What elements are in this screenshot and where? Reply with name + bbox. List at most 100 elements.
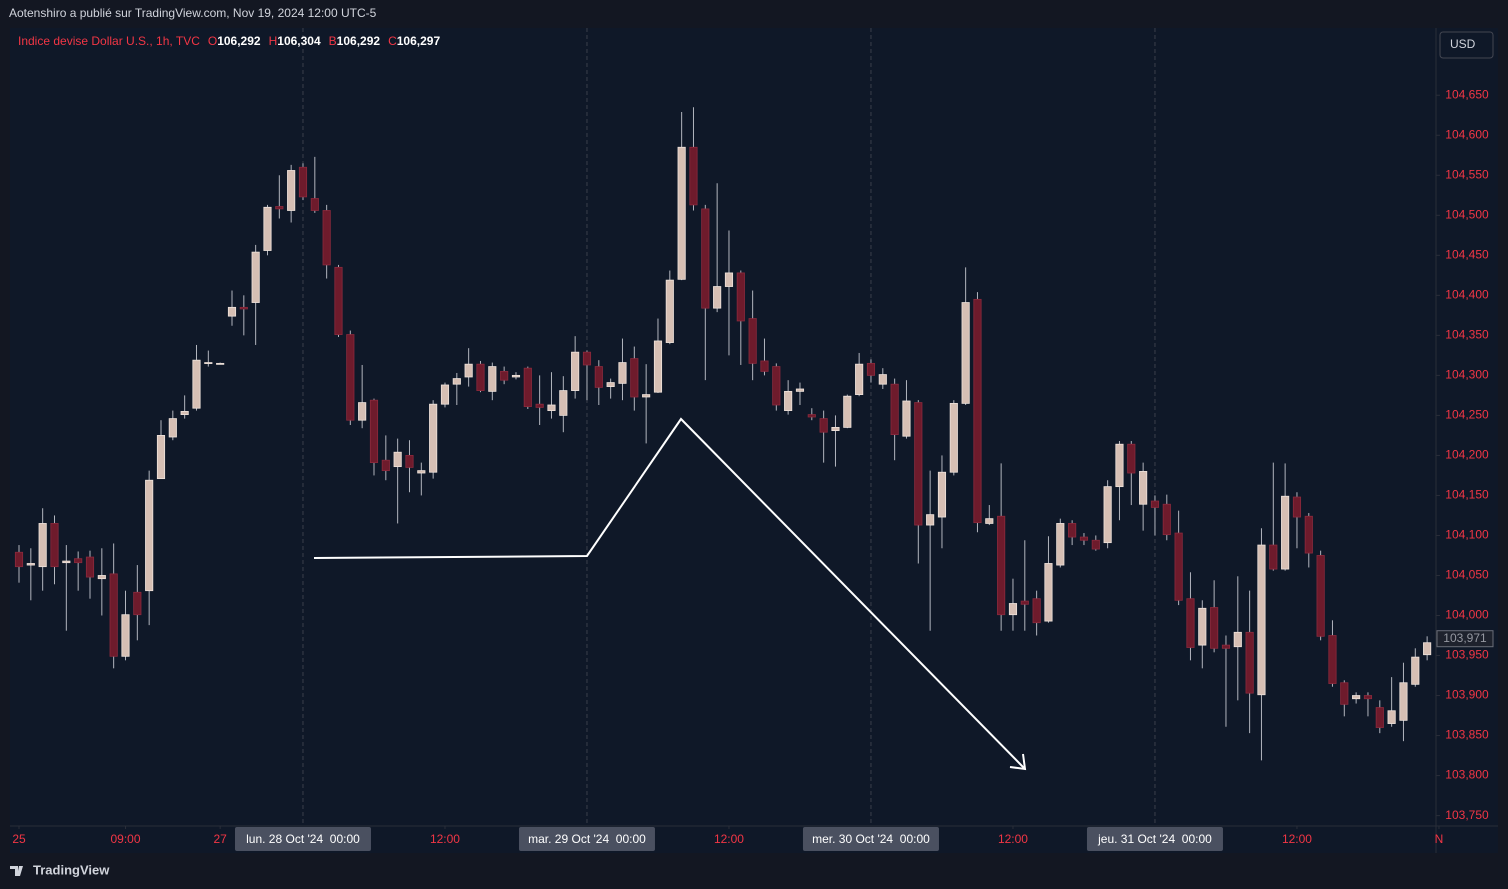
- candle-body: [1257, 544, 1266, 696]
- candle-body: [618, 362, 627, 384]
- candle-body: [216, 362, 225, 365]
- candle-body: [156, 435, 166, 480]
- candle-body: [1233, 631, 1242, 648]
- x-tick-box: [234, 827, 371, 851]
- candle-body: [476, 363, 485, 391]
- x-tick-label: 09:00: [110, 832, 140, 846]
- candle-body: [1423, 642, 1432, 656]
- candle-body: [642, 394, 651, 398]
- candle-body: [701, 208, 710, 309]
- candle-body: [14, 551, 24, 568]
- candle-body: [358, 402, 367, 421]
- candle-body: [724, 272, 734, 287]
- candle-body: [1245, 631, 1254, 694]
- candle-body: [973, 298, 982, 524]
- candle-body: [500, 370, 509, 381]
- x-tick-label: 12:00: [998, 832, 1028, 846]
- candle-body: [1399, 682, 1408, 721]
- candle-body: [1139, 471, 1148, 505]
- brand: TradingView: [33, 862, 110, 877]
- candle-body: [1281, 495, 1290, 570]
- candle-body: [559, 390, 568, 416]
- y-tick-label: 104,000: [1445, 608, 1489, 622]
- x-tick-box: [802, 827, 939, 851]
- candle-body: [227, 306, 237, 317]
- x-tick-label: jeu. 31 Oct '24 00:00: [1097, 832, 1212, 846]
- candle-body: [831, 427, 840, 432]
- y-tick-label: 104,150: [1445, 488, 1489, 502]
- y-tick-label: 104,050: [1445, 568, 1489, 582]
- candle-body: [571, 351, 580, 391]
- candle-body: [1044, 563, 1053, 622]
- candle-body: [1352, 695, 1361, 700]
- candle-body: [298, 166, 308, 198]
- candle-body: [736, 272, 745, 322]
- candle-body: [1304, 515, 1313, 554]
- y-tick-label: 104,100: [1445, 528, 1489, 542]
- y-tick-label: 104,500: [1445, 207, 1489, 221]
- candle-body: [1363, 695, 1373, 700]
- currency-label: USD: [1450, 37, 1476, 51]
- candle-body: [287, 170, 296, 211]
- y-tick-label: 103,900: [1445, 688, 1489, 702]
- candle-body: [405, 455, 414, 468]
- candle-body: [1328, 635, 1337, 684]
- candle-body: [322, 210, 331, 266]
- candle-body: [1186, 598, 1195, 648]
- candle-body: [429, 403, 438, 473]
- legend-key: O: [208, 34, 217, 48]
- legend-text: Indice devise Dollar U.S., 1h, TVC O106,2…: [18, 34, 440, 48]
- candle-body: [133, 591, 142, 616]
- candle-body: [97, 575, 106, 580]
- candle-body: [346, 334, 355, 421]
- candle-body: [1056, 523, 1065, 566]
- candle-body: [961, 302, 970, 404]
- candle-body: [1210, 607, 1219, 649]
- drawing-arrowhead: [1009, 753, 1027, 771]
- plot: [14, 28, 1432, 826]
- candle-body: [1411, 656, 1420, 685]
- candle-body: [1032, 598, 1041, 624]
- candle-body: [511, 374, 521, 378]
- candle-body: [665, 279, 674, 343]
- candle-body: [795, 388, 805, 392]
- candle-body: [168, 418, 177, 438]
- candle-body: [74, 558, 83, 564]
- candle-body: [1292, 496, 1302, 518]
- candle-body: [192, 359, 201, 409]
- candle-body: [1079, 536, 1089, 541]
- legend-value: 106,292: [217, 34, 261, 48]
- legend-value: 106,292: [337, 34, 381, 48]
- candle-body: [807, 414, 816, 418]
- candle-body: [310, 198, 319, 211]
- candle-body: [38, 523, 47, 568]
- candle-body: [1221, 644, 1231, 649]
- candle-body: [1115, 443, 1124, 488]
- x-tick-label: 25: [12, 832, 26, 846]
- candle-body: [866, 362, 876, 376]
- candle-body: [1375, 707, 1384, 728]
- candle-body: [145, 479, 154, 592]
- legend-key: C: [388, 34, 397, 48]
- candle-body: [748, 318, 757, 364]
- y-tick-label: 104,400: [1445, 288, 1489, 302]
- candle-body: [997, 515, 1006, 616]
- candle-body: [878, 374, 887, 385]
- currency-button[interactable]: [1439, 31, 1494, 59]
- candle-body: [547, 404, 556, 411]
- candle-body: [914, 402, 923, 526]
- x-tick-label: lun. 28 Oct '24 00:00: [246, 832, 360, 846]
- candle-body: [1127, 443, 1136, 474]
- y-tick-label: 103,850: [1445, 728, 1489, 742]
- candle-body: [1162, 503, 1171, 536]
- candle-body: [417, 470, 426, 474]
- candle-body: [630, 358, 639, 398]
- x-tick-label: N: [1435, 832, 1444, 846]
- brand-logo: [10, 866, 23, 876]
- candle-body: [1020, 600, 1029, 605]
- y-tick-label: 103,950: [1445, 648, 1489, 662]
- candle-body: [369, 399, 379, 464]
- candle-body: [251, 251, 260, 303]
- candle-body: [85, 556, 95, 578]
